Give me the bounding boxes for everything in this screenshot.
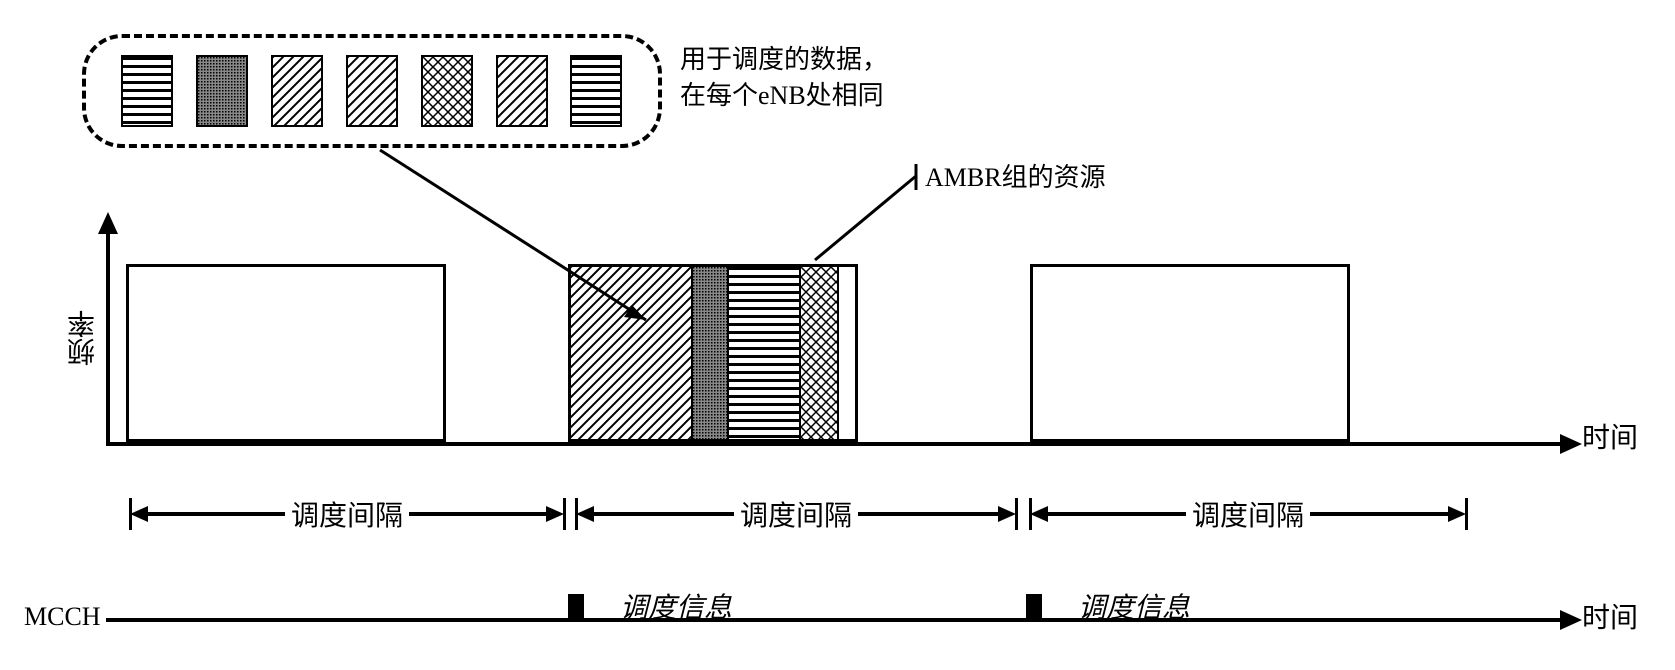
mcch-line (106, 618, 1562, 622)
mcch-tick (568, 594, 584, 622)
interval-tip-right (546, 506, 564, 522)
callout-bubble (82, 34, 662, 148)
y-axis (106, 230, 110, 446)
interval-tip-right (998, 506, 1016, 522)
interval-tip-left (130, 506, 148, 522)
interval-bound (129, 498, 132, 530)
interval-bound (575, 498, 578, 530)
resource-segment (801, 267, 839, 439)
y-axis-label: 频率 (64, 310, 104, 366)
interval-bound (1015, 498, 1018, 530)
x-axis-lower-label: 时间 (1582, 596, 1638, 636)
interval-tip-left (576, 506, 594, 522)
interval-bound (563, 498, 566, 530)
callout-swatch (346, 55, 398, 127)
sched-info-label: 调度信息 (1078, 586, 1190, 626)
callout-swatch (196, 55, 248, 127)
ambr-label: AMBR组的资源 (925, 160, 1106, 196)
interval-tip-right (1448, 506, 1466, 522)
x-axis-upper-arrowhead (1560, 434, 1582, 454)
resource-segment (729, 267, 801, 439)
mcch-arrowhead (1560, 610, 1582, 630)
resource-segment (571, 267, 693, 439)
callout-text: 用于调度的数据， 在每个eNB处相同 (680, 42, 888, 115)
callout-swatch (271, 55, 323, 127)
resource-box-2 (568, 264, 858, 442)
mcch-label: MCCH (24, 602, 101, 632)
interval-bound (1465, 498, 1468, 530)
interval-label: 调度间隔 (285, 494, 409, 534)
interval-label: 调度间隔 (734, 494, 858, 534)
x-axis-upper (106, 442, 1562, 446)
callout-swatch (570, 55, 622, 127)
callout-swatch (121, 55, 173, 127)
callout-line2: 在每个eNB处相同 (680, 81, 884, 110)
callout-swatch (421, 55, 473, 127)
callout-swatch (496, 55, 548, 127)
resource-box-3 (1030, 264, 1350, 442)
y-axis-arrowhead (98, 212, 118, 234)
callout-line1: 用于调度的数据， (680, 45, 888, 74)
resource-box-1 (126, 264, 446, 442)
resource-segment (693, 267, 729, 439)
diagram-root: 用于调度的数据， 在每个eNB处相同 AMBR组的资源 频率 时间 MCCH 时… (20, 20, 1655, 630)
interval-bound (1029, 498, 1032, 530)
x-axis-upper-label: 时间 (1582, 416, 1638, 456)
interval-tip-left (1030, 506, 1048, 522)
mcch-tick (1026, 594, 1042, 622)
resource-segment (839, 267, 858, 439)
sched-info-label: 调度信息 (620, 586, 732, 626)
interval-label: 调度间隔 (1186, 494, 1310, 534)
